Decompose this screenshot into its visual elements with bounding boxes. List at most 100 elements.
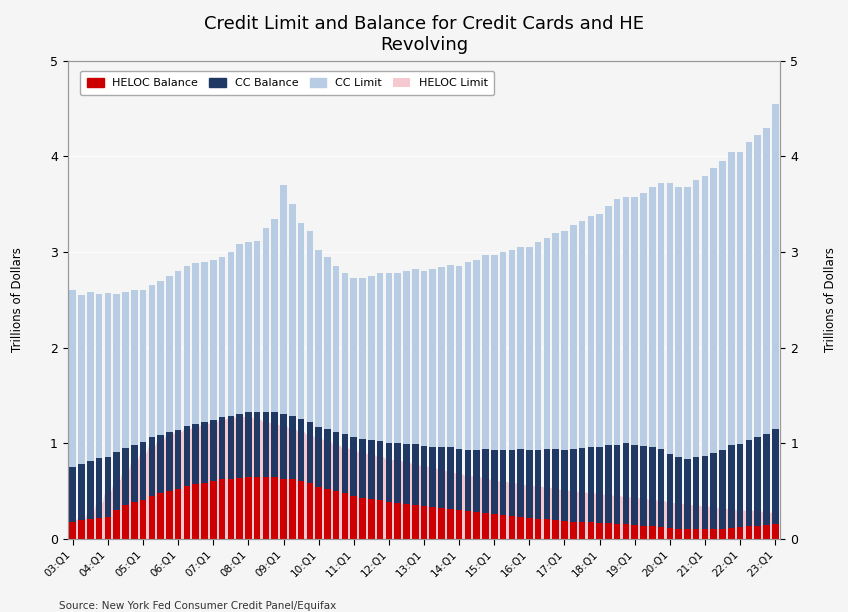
Bar xyxy=(763,433,770,525)
Bar xyxy=(175,430,181,489)
Bar xyxy=(87,292,93,539)
Bar xyxy=(632,196,638,539)
Bar xyxy=(377,501,383,539)
Bar xyxy=(394,503,401,539)
Bar xyxy=(473,512,480,539)
Bar xyxy=(245,412,252,477)
Bar xyxy=(148,285,155,539)
Bar xyxy=(271,218,278,539)
Bar xyxy=(166,276,173,539)
Bar xyxy=(763,525,770,539)
Bar xyxy=(350,278,357,539)
Bar xyxy=(473,259,480,539)
Bar xyxy=(263,228,270,539)
Bar xyxy=(333,431,339,491)
Bar xyxy=(561,521,568,539)
Bar xyxy=(263,412,270,477)
Bar xyxy=(711,529,717,539)
Bar xyxy=(701,529,708,539)
Bar xyxy=(298,419,304,482)
Bar xyxy=(412,269,419,539)
Bar xyxy=(526,518,533,539)
Bar xyxy=(368,499,375,539)
Bar xyxy=(298,223,304,539)
Bar xyxy=(386,273,392,539)
Bar xyxy=(412,444,419,506)
Bar xyxy=(438,508,445,539)
Bar xyxy=(465,450,471,511)
Bar xyxy=(237,477,243,539)
Bar xyxy=(96,458,103,518)
Bar xyxy=(578,521,585,539)
Bar xyxy=(104,517,111,539)
Bar xyxy=(104,458,111,517)
Bar xyxy=(447,509,454,539)
Bar xyxy=(289,416,296,479)
Bar xyxy=(342,273,349,539)
Bar xyxy=(184,426,190,486)
Bar xyxy=(728,445,734,528)
Bar xyxy=(324,429,331,489)
Legend: HELOC Balance, CC Balance, CC Limit, HELOC Limit: HELOC Balance, CC Balance, CC Limit, HEL… xyxy=(81,71,494,95)
Bar xyxy=(184,486,190,539)
Bar xyxy=(237,414,243,477)
Bar xyxy=(605,206,611,539)
Bar xyxy=(491,514,498,539)
Bar xyxy=(280,479,287,539)
Bar xyxy=(245,477,252,539)
Bar xyxy=(684,460,691,529)
Bar xyxy=(667,528,673,539)
Bar xyxy=(227,416,234,479)
Bar xyxy=(148,438,155,496)
Bar xyxy=(737,152,744,539)
Bar xyxy=(403,271,410,539)
Bar xyxy=(315,487,322,539)
Bar xyxy=(271,477,278,539)
Bar xyxy=(403,444,410,504)
Bar xyxy=(701,455,708,529)
Bar xyxy=(684,187,691,539)
Bar xyxy=(219,417,226,479)
Bar xyxy=(614,200,621,539)
Bar xyxy=(483,449,488,513)
Bar xyxy=(517,247,524,539)
Bar xyxy=(96,518,103,539)
Bar xyxy=(87,461,93,518)
Bar xyxy=(499,450,506,515)
Bar xyxy=(465,511,471,539)
Bar xyxy=(552,520,559,539)
Bar xyxy=(711,453,717,529)
Text: Source: New York Fed Consumer Credit Panel/Equifax: Source: New York Fed Consumer Credit Pan… xyxy=(59,601,337,611)
Bar xyxy=(570,449,577,521)
Bar xyxy=(131,445,137,502)
Bar xyxy=(675,458,682,529)
Bar xyxy=(737,527,744,539)
Bar xyxy=(570,521,577,539)
Bar xyxy=(447,447,454,509)
Bar xyxy=(640,446,647,526)
Bar xyxy=(289,479,296,539)
Bar xyxy=(210,420,216,482)
Bar xyxy=(140,442,147,501)
Bar xyxy=(483,255,488,539)
Bar xyxy=(122,292,129,539)
Bar xyxy=(219,479,226,539)
Bar xyxy=(675,187,682,539)
Bar xyxy=(140,290,147,539)
Bar xyxy=(649,447,656,526)
Bar xyxy=(87,518,93,539)
Bar xyxy=(588,215,594,539)
Bar xyxy=(535,450,541,518)
Bar xyxy=(456,449,462,510)
Bar xyxy=(632,445,638,525)
Bar xyxy=(333,266,339,539)
Bar xyxy=(552,449,559,520)
Bar xyxy=(148,496,155,539)
Bar xyxy=(772,429,778,524)
Bar xyxy=(298,482,304,539)
Bar xyxy=(456,510,462,539)
Bar xyxy=(219,257,226,539)
Bar xyxy=(614,445,621,524)
Bar xyxy=(394,273,401,539)
Bar xyxy=(517,517,524,539)
